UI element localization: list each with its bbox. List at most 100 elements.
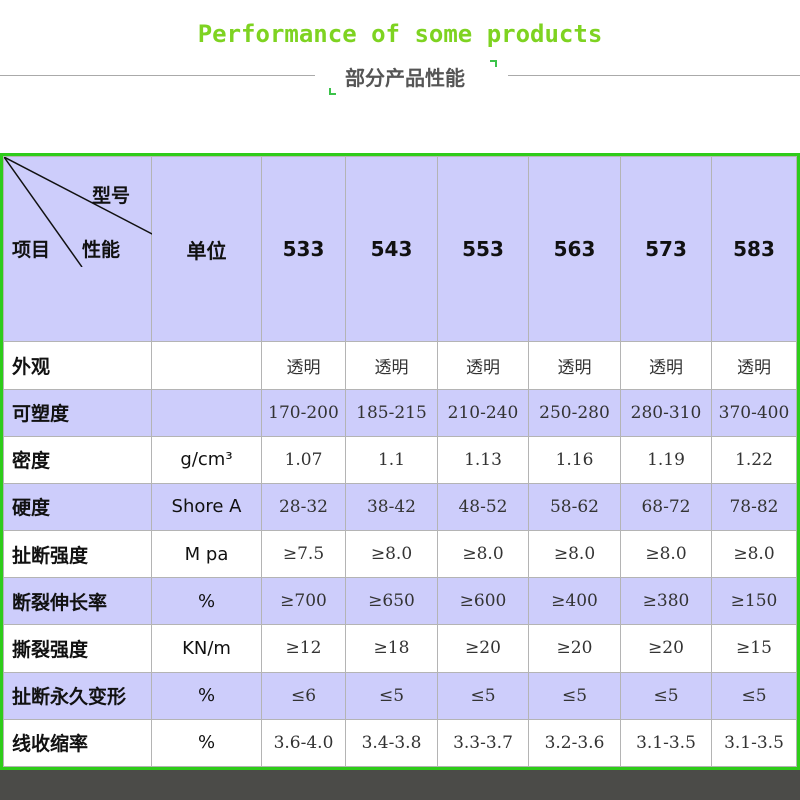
property-name: 撕裂强度 <box>3 624 152 673</box>
table-row: 扯断强度 M pa ≥7.5 ≥8.0 ≥8.0 ≥8.0 ≥8.0 ≥8.0 <box>3 530 797 579</box>
model-header: 573 <box>620 155 712 343</box>
table-row: 密度 g/cm³ 1.07 1.1 1.13 1.16 1.19 1.22 <box>3 435 797 484</box>
unit-cell: g/cm³ <box>151 435 262 484</box>
value-cell: ≥380 <box>620 577 712 626</box>
unit-cell <box>151 388 262 437</box>
value-cell: 250-280 <box>528 388 621 437</box>
value-cell: ≥15 <box>711 624 797 673</box>
value-cell: 78-82 <box>711 482 797 532</box>
value-cell: 3.4-3.8 <box>345 718 438 768</box>
corner-property-label: 性能 <box>82 239 121 261</box>
divider-left <box>0 75 315 76</box>
value-cell: ≥8.0 <box>711 530 797 579</box>
value-cell: ≥400 <box>528 577 621 626</box>
value-cell: 68-72 <box>620 482 712 532</box>
value-cell: 280-310 <box>620 388 712 437</box>
value-cell: 1.1 <box>345 435 438 484</box>
value-cell: 38-42 <box>345 482 438 532</box>
value-cell: ≥150 <box>711 577 797 626</box>
value-cell: ≤5 <box>620 671 712 720</box>
model-header: 563 <box>528 155 621 343</box>
value-cell: 48-52 <box>437 482 529 532</box>
value-cell: 1.07 <box>261 435 346 484</box>
value-cell: ≥8.0 <box>437 530 529 579</box>
table-row: 可塑度 170-200 185-215 210-240 250-280 280-310 37… <box>3 388 797 437</box>
diagonal-lines <box>4 157 152 267</box>
page-title: Performance of some products <box>197 20 603 48</box>
property-name: 扯断永久变形 <box>3 671 152 720</box>
model-header: 533 <box>261 155 346 343</box>
unit-cell: % <box>151 671 262 720</box>
table-row: 硬度 Shore A 28-32 38-42 48-52 58-62 68-72 78-82 <box>3 482 797 532</box>
value-cell: 370-400 <box>711 388 797 437</box>
corner-model-label: 型号 <box>92 185 131 207</box>
bottom-background <box>0 770 800 800</box>
value-cell: 210-240 <box>437 388 529 437</box>
unit-cell: M pa <box>151 530 262 579</box>
value-cell: 1.13 <box>437 435 529 484</box>
unit-cell: Shore A <box>151 482 262 532</box>
model-header: 583 <box>711 155 797 343</box>
unit-cell: % <box>151 577 262 626</box>
table-row: 撕裂强度 KN/m ≥12 ≥18 ≥20 ≥20 ≥20 ≥15 <box>3 624 797 673</box>
value-cell: ≥18 <box>345 624 438 673</box>
property-name: 线收缩率 <box>3 718 152 768</box>
value-cell: ≤5 <box>437 671 529 720</box>
value-cell: 185-215 <box>345 388 438 437</box>
value-cell: ≥8.0 <box>620 530 712 579</box>
value-cell: 透明 <box>711 341 797 390</box>
value-cell: ≤5 <box>711 671 797 720</box>
value-cell: 3.1-3.5 <box>711 718 797 768</box>
corner-header: 型号 性能 项目 <box>3 155 152 343</box>
corner-item-label: 项目 <box>12 239 51 261</box>
value-cell: ≥7.5 <box>261 530 346 579</box>
value-cell: 透明 <box>528 341 621 390</box>
performance-table: 型号 性能 项目 单位 533 543 553 563 573 583 外观 透明… <box>0 153 800 770</box>
value-cell: 透明 <box>345 341 438 390</box>
property-name: 扯断强度 <box>3 530 152 579</box>
value-cell: 3.2-3.6 <box>528 718 621 768</box>
divider-right <box>508 75 800 76</box>
value-cell: ≤6 <box>261 671 346 720</box>
value-cell: ≥8.0 <box>345 530 438 579</box>
value-cell: ≥700 <box>261 577 346 626</box>
property-name: 外观 <box>3 341 152 390</box>
property-name: 可塑度 <box>3 388 152 437</box>
table-row: 外观 透明 透明 透明 透明 透明 透明 <box>3 341 797 390</box>
value-cell: ≤5 <box>345 671 438 720</box>
value-cell: 3.3-3.7 <box>437 718 529 768</box>
value-cell: 28-32 <box>261 482 346 532</box>
model-header: 543 <box>345 155 438 343</box>
value-cell: ≤5 <box>528 671 621 720</box>
value-cell: 透明 <box>261 341 346 390</box>
value-cell: 58-62 <box>528 482 621 532</box>
model-header: 553 <box>437 155 529 343</box>
table-row: 线收缩率% 3.6-4.0 3.4-3.8 3.3-3.7 3.2-3.6 3.1-3.5… <box>3 718 797 768</box>
value-cell: ≥650 <box>345 577 438 626</box>
bracket-top-right-icon <box>490 60 497 67</box>
value-cell: ≥600 <box>437 577 529 626</box>
value-cell: ≥20 <box>528 624 621 673</box>
value-cell: 透明 <box>437 341 529 390</box>
property-name: 密度 <box>3 435 152 484</box>
value-cell: 3.6-4.0 <box>261 718 346 768</box>
value-cell: ≥8.0 <box>528 530 621 579</box>
table-row: 断裂伸长率% ≥700 ≥650 ≥600 ≥400 ≥380 ≥150 <box>3 577 797 626</box>
unit-cell: KN/m <box>151 624 262 673</box>
value-cell: 1.19 <box>620 435 712 484</box>
value-cell: ≥12 <box>261 624 346 673</box>
property-name: 硬度 <box>3 482 152 532</box>
value-cell: 170-200 <box>261 388 346 437</box>
value-cell: ≥20 <box>620 624 712 673</box>
value-cell: 透明 <box>620 341 712 390</box>
bracket-bottom-left-icon <box>329 88 336 95</box>
value-cell: 3.1-3.5 <box>620 718 712 768</box>
unit-cell <box>151 341 262 390</box>
unit-header: 单位 <box>151 155 262 343</box>
value-cell: 1.22 <box>711 435 797 484</box>
value-cell: ≥20 <box>437 624 529 673</box>
property-name: 断裂伸长率 <box>3 577 152 626</box>
table-row: 扯断永久变形% ≤6 ≤5 ≤5 ≤5 ≤5 ≤5 <box>3 671 797 720</box>
unit-cell: % <box>151 718 262 768</box>
subtitle: 部分产品性能 <box>345 66 465 90</box>
